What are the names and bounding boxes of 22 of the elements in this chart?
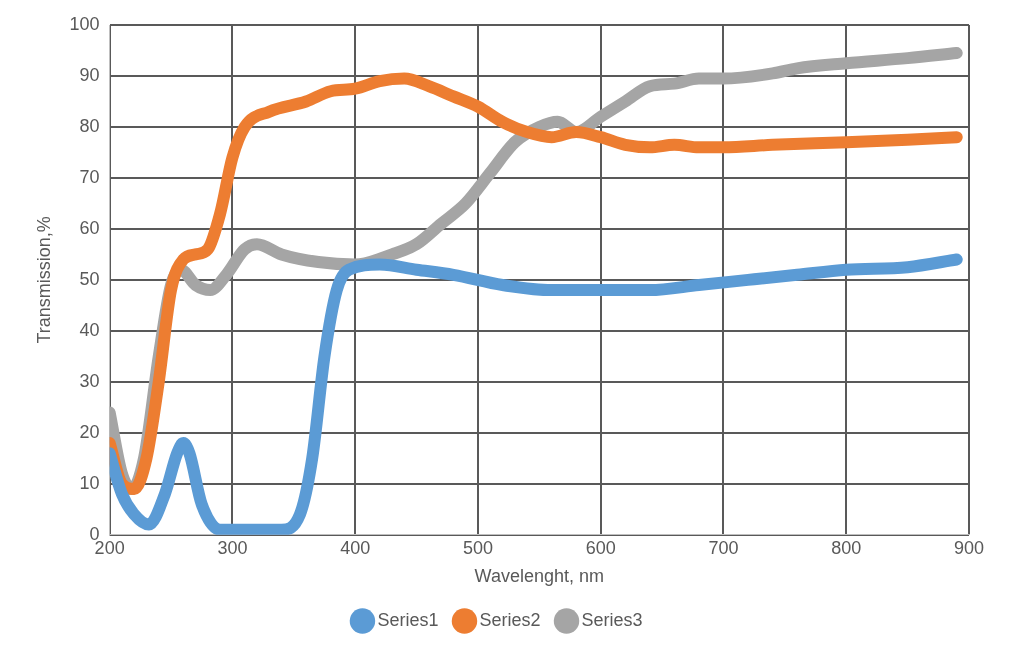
x-tick-label: 500 xyxy=(462,537,493,558)
x-tick-label: 900 xyxy=(953,537,985,558)
y-tick-label: 100 xyxy=(69,13,100,34)
x-tick-label: 700 xyxy=(708,537,739,558)
x-tick-label: 800 xyxy=(831,537,862,558)
y-tick-label: 80 xyxy=(79,115,100,136)
y-tick-label: 20 xyxy=(79,421,100,442)
y-tick-label: 90 xyxy=(79,64,100,85)
y-tick-label: 40 xyxy=(79,319,100,340)
y-axis-title: Transmission,% xyxy=(33,216,54,344)
x-axis-title: Wavelenght, nm xyxy=(474,566,605,587)
x-tick-label: 400 xyxy=(340,537,371,558)
y-tick-label: 50 xyxy=(79,268,100,289)
x-tick-label: 600 xyxy=(585,537,616,558)
y-tick-label: 10 xyxy=(79,472,100,493)
x-tick-label: 300 xyxy=(217,537,248,558)
legend-label: Series2 xyxy=(479,609,541,630)
y-tick-label: 30 xyxy=(79,370,100,391)
legend-label: Series1 xyxy=(377,609,439,630)
y-tick-label: 60 xyxy=(79,217,100,238)
y-tick-label: 70 xyxy=(79,166,100,187)
legend-label: Series3 xyxy=(581,609,643,630)
